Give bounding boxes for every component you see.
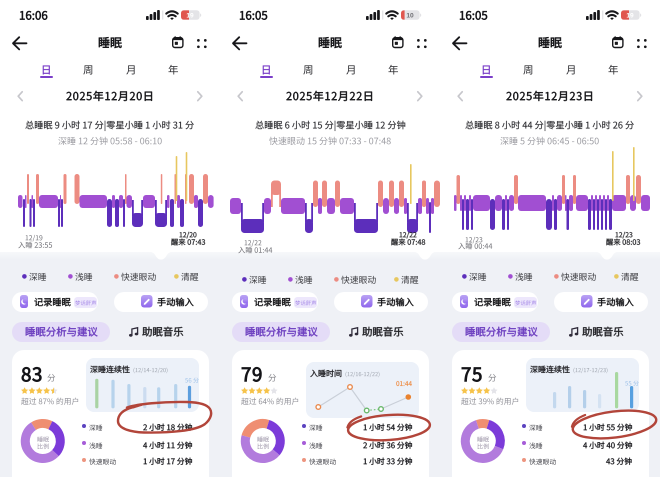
svg-text:19: 19 [626,12,634,19]
svg-text:19: 19 [186,12,194,19]
svg-text:10: 10 [406,12,414,19]
